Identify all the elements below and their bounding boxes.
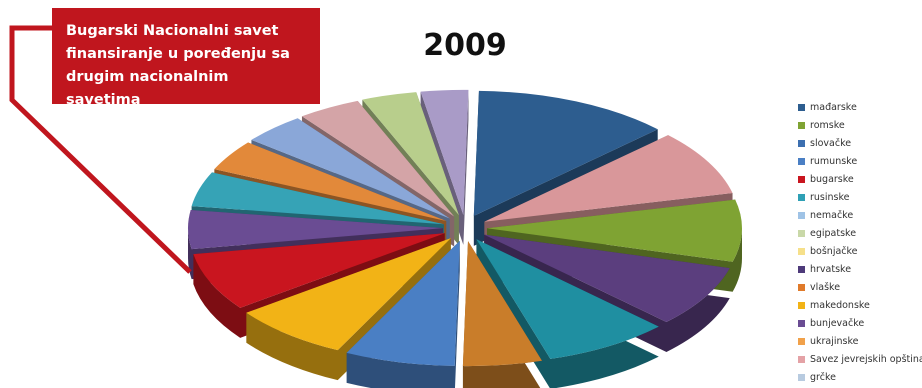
legend-swatch — [798, 265, 805, 273]
pie-slice-madjarske — [473, 90, 658, 216]
legend-item-nemacke: nemačke — [798, 206, 920, 224]
legend-label: bugarske — [810, 173, 854, 185]
legend-swatch — [798, 373, 805, 381]
legend-swatch — [798, 103, 805, 111]
pie-slice-egipatske — [246, 238, 451, 351]
chart-legend: mađarske romske slovačke rumunske bugarske ru… — [798, 98, 922, 386]
pie-slice-bosnjacke — [193, 233, 445, 308]
callout-text: Bugarski Nacionalni savet finansiranje u… — [66, 23, 290, 108]
legend-swatch — [798, 175, 805, 183]
legend-label: bunjevačke — [810, 317, 865, 329]
pie-slice-bunjevacke — [251, 118, 450, 219]
legend-item-makedonske: makedonske — [798, 296, 920, 314]
pie-slice-rusinske — [462, 241, 542, 367]
legend-item-savez-jevrejskih-opstina: Savez jevrejskih opština — [798, 350, 922, 368]
legend-label: bošnjačke — [810, 245, 858, 257]
pie-slice-hrvatske — [188, 210, 444, 250]
legend-item-egipatske: egipatske — [798, 224, 920, 242]
pie-slice-savez-jevrejskih-opstina — [362, 92, 459, 216]
legend-label: nemačke — [810, 209, 854, 221]
legend-swatch — [798, 301, 805, 309]
pie-slice-slovacke — [486, 199, 742, 262]
legend-item-rusinske: rusinske — [798, 188, 920, 206]
legend-item-ukrajinske: ukrajinske — [798, 332, 920, 350]
legend-item-bugarske: bugarske — [798, 170, 920, 188]
legend-label: makedonske — [810, 299, 870, 311]
legend-swatch — [798, 229, 805, 237]
callout-box: Bugarski Nacionalni savet finansiranje u… — [52, 8, 320, 108]
chart-title: 2009 — [423, 28, 507, 63]
legend-label: slovačke — [810, 137, 852, 149]
legend-swatch — [798, 355, 805, 363]
pie-slice-makedonske — [214, 142, 447, 222]
legend-item-madjarske: mađarske — [798, 98, 920, 116]
legend-label: rusinske — [810, 191, 850, 203]
legend-swatch — [798, 139, 805, 147]
legend-item-bosnjacke: bošnjačke — [798, 242, 920, 260]
pie-slice-ukrajinske — [301, 100, 455, 217]
legend-label: Savez jevrejskih opština — [810, 353, 922, 365]
pie-tops — [188, 89, 742, 367]
pie-slice-bugarske — [476, 239, 659, 359]
legend-label: egipatske — [810, 227, 857, 239]
pie-slice-side-grcke — [420, 89, 469, 245]
pie-slice-vlaske — [191, 172, 444, 225]
legend-item-rumunske: rumunske — [798, 152, 920, 170]
legend-label: rumunske — [810, 155, 858, 167]
legend-item-hrvatske: hrvatske — [798, 260, 920, 278]
legend-swatch — [798, 121, 805, 129]
legend-item-slovacke: slovačke — [798, 134, 920, 152]
legend-label: mađarske — [810, 101, 857, 113]
pie-slice-grcke — [420, 89, 469, 215]
legend-swatch — [798, 211, 805, 219]
pie-slice-nemacke — [346, 240, 460, 366]
legend-label: grčke — [810, 371, 836, 383]
legend-item-vlaske: vlaške — [798, 278, 920, 296]
legend-item-romske: romske — [798, 116, 920, 134]
callout-leader-line — [9, 25, 192, 274]
legend-swatch — [798, 337, 805, 345]
legend-item-bunjevacke: bunjevačke — [798, 314, 920, 332]
legend-swatch — [798, 193, 805, 201]
legend-label: romske — [810, 119, 845, 131]
legend-label: ukrajinske — [810, 335, 859, 347]
legend-label: hrvatske — [810, 263, 852, 275]
legend-swatch — [798, 247, 805, 255]
legend-item-grcke: grčke — [798, 368, 920, 386]
legend-label: vlaške — [810, 281, 841, 293]
legend-swatch — [798, 157, 805, 165]
legend-swatch — [798, 319, 805, 327]
pie-slice-rumunske — [484, 234, 730, 322]
legend-swatch — [798, 283, 805, 291]
pie-slice-romske — [484, 135, 733, 222]
